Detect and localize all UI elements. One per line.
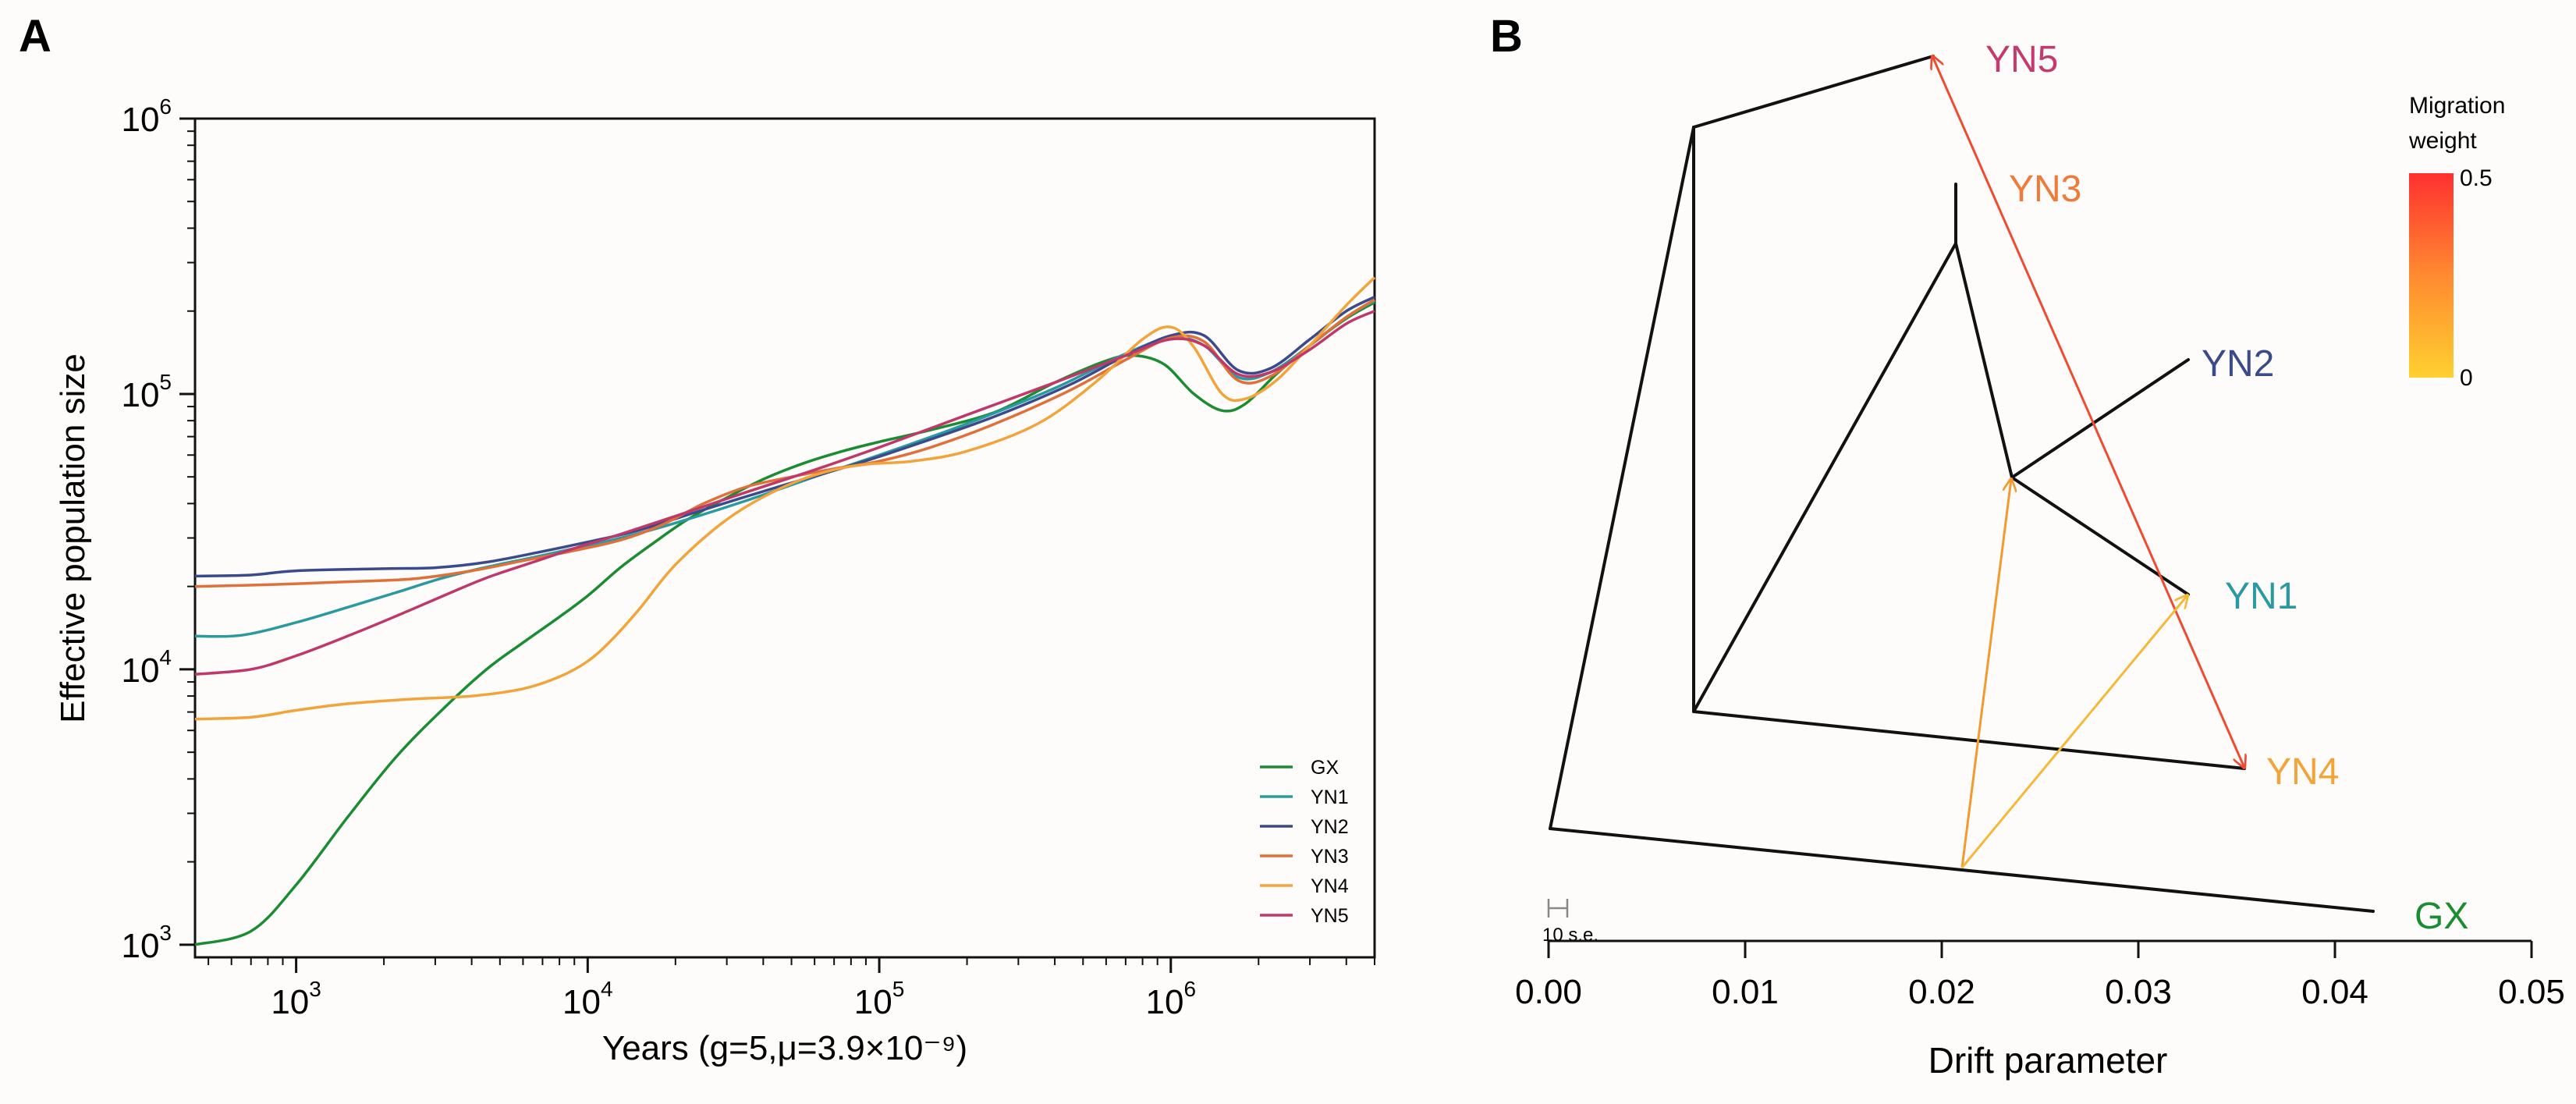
y-tick-label: 104 — [121, 645, 172, 690]
x-tick-label: 104 — [562, 977, 613, 1021]
x-tick-label: 103 — [271, 977, 321, 1021]
drift-axis-label: Drift parameter — [1928, 1040, 2168, 1081]
series-line-gx — [194, 301, 1375, 946]
x-axis-label: Years (g=5,μ=3.9×10⁻⁹) — [602, 1029, 967, 1067]
legend-title-line1: Migration — [2409, 93, 2505, 119]
series-line-yn4 — [194, 276, 1376, 721]
series-line-yn1 — [194, 299, 1375, 638]
scale-bar-label: 10 s.e. — [1542, 925, 1598, 946]
y-axis-label: Effective population size — [54, 353, 92, 723]
panel-a-label: A — [19, 11, 51, 62]
y-axis: 103 104 105 106 — [121, 94, 195, 965]
leaf-label-yn2: YN2 — [2202, 343, 2274, 385]
drift-axis-tick-label: 0.03 — [2105, 973, 2172, 1011]
drift-axis-tick-label: 0.00 — [1515, 973, 1582, 1011]
branch-yn5 — [1692, 55, 1935, 129]
leaf-label-yn4: YN4 — [2266, 751, 2339, 793]
drift-axis-tick-label: 0.01 — [1712, 973, 1779, 1011]
scale-bar-glyph — [1547, 899, 1569, 918]
series-line-yn5 — [194, 310, 1375, 676]
y-tick-label: 105 — [121, 370, 172, 414]
leaf-label-yn3: YN3 — [2009, 169, 2081, 210]
branch-root-to-node-a — [1549, 126, 1695, 830]
migration-edge-yn5-yn4 — [1932, 56, 2244, 768]
panel-a: A 103 104 105 106 103 104 105 106 Effective po… — [19, 11, 1376, 1067]
leaf-label-yn5: YN5 — [1985, 39, 2058, 80]
x-tick-label: 106 — [1146, 977, 1197, 1021]
legend-entry-label: YN5 — [1311, 905, 1349, 927]
legend-max-label: 0.5 — [2460, 165, 2493, 191]
migration-edge-gx-yn12 — [1960, 479, 2011, 868]
legend-entry-label: YN4 — [1311, 875, 1349, 897]
y-tick-label: 106 — [121, 94, 172, 139]
x-tick-label: 105 — [854, 977, 905, 1021]
legend-entry-label: YN1 — [1311, 786, 1349, 808]
legend-color-bar — [2409, 173, 2454, 378]
branch-gx — [1549, 827, 2375, 913]
panel-b: B — [1490, 11, 2565, 1081]
legend: GX YN1 YN2 YN3 YN4 YN5 — [1260, 757, 1349, 927]
legend-title-line2: weight — [2408, 128, 2477, 154]
migration-edge-gx-yn1 — [1960, 595, 2187, 868]
migration-edges — [1932, 56, 2244, 868]
migration-weight-legend: Migration weight 0.5 0 — [2408, 93, 2505, 391]
legend-entry-label: YN3 — [1311, 846, 1349, 868]
x-axis: 103 104 105 106 — [208, 957, 1375, 1021]
series-lines — [194, 276, 1376, 946]
legend-min-label: 0 — [2460, 365, 2473, 391]
y-tick-label: 103 — [121, 921, 172, 965]
leaf-label-gx: GX — [2415, 896, 2468, 937]
branch-node-b-to-node-c — [1692, 242, 1957, 713]
panel-b-label: B — [1490, 11, 1523, 62]
drift-axis-tick-label: 0.02 — [1908, 973, 1975, 1011]
drift-axis: 0.00 0.01 0.02 0.03 0.04 0.05 — [1515, 941, 2565, 1011]
legend-entry-label: GX — [1311, 757, 1339, 779]
drift-axis-tick-label: 0.04 — [2301, 973, 2368, 1011]
leaf-label-yn1: YN1 — [2225, 576, 2297, 617]
drift-axis-tick-label: 0.05 — [2498, 973, 2565, 1011]
legend-entry-label: YN2 — [1311, 816, 1349, 838]
